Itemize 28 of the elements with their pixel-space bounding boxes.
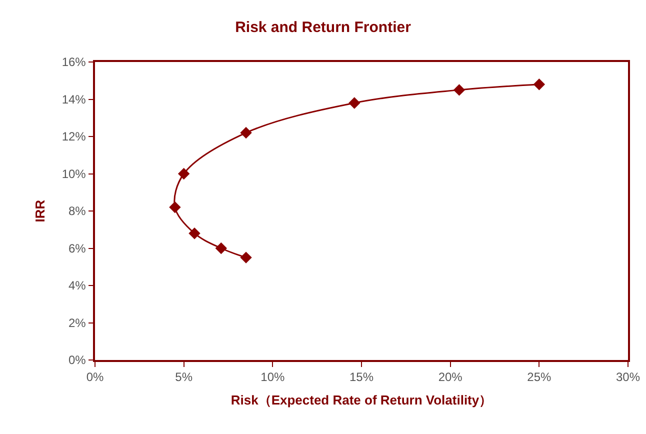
point <box>188 228 200 240</box>
point <box>240 252 252 264</box>
point <box>348 97 360 109</box>
x-tick-label: 5% <box>175 370 193 384</box>
x-tick-label: 20% <box>438 370 463 384</box>
point <box>178 168 190 180</box>
x-tick-label: 0% <box>86 370 104 384</box>
y-tick-label: 6% <box>68 241 86 256</box>
x-tick-label: 15% <box>349 370 374 384</box>
point <box>240 126 252 139</box>
point <box>533 78 546 90</box>
x-tick-label: 30% <box>616 370 640 384</box>
chart-title: Risk and Return Frontier <box>235 19 412 36</box>
y-tick-label: 0% <box>68 353 86 368</box>
y-axis-title: IRR <box>32 199 48 222</box>
x-axis-title: Risk（Expected Rate of Return Volatility） <box>230 392 492 408</box>
y-tick-label: 2% <box>68 316 86 330</box>
point <box>453 84 466 96</box>
y-tick-label: 10% <box>62 166 86 181</box>
x-tick-label: 10% <box>260 370 285 384</box>
y-tick-label: 16% <box>62 55 86 70</box>
x-tick-label: 25% <box>527 370 552 384</box>
y-tick-label: 4% <box>68 278 86 293</box>
point <box>169 201 181 214</box>
y-tick-label: 12% <box>62 130 86 144</box>
point <box>215 242 227 254</box>
y-tick-label: 14% <box>62 92 86 106</box>
y-tick-label: 8% <box>68 204 86 218</box>
